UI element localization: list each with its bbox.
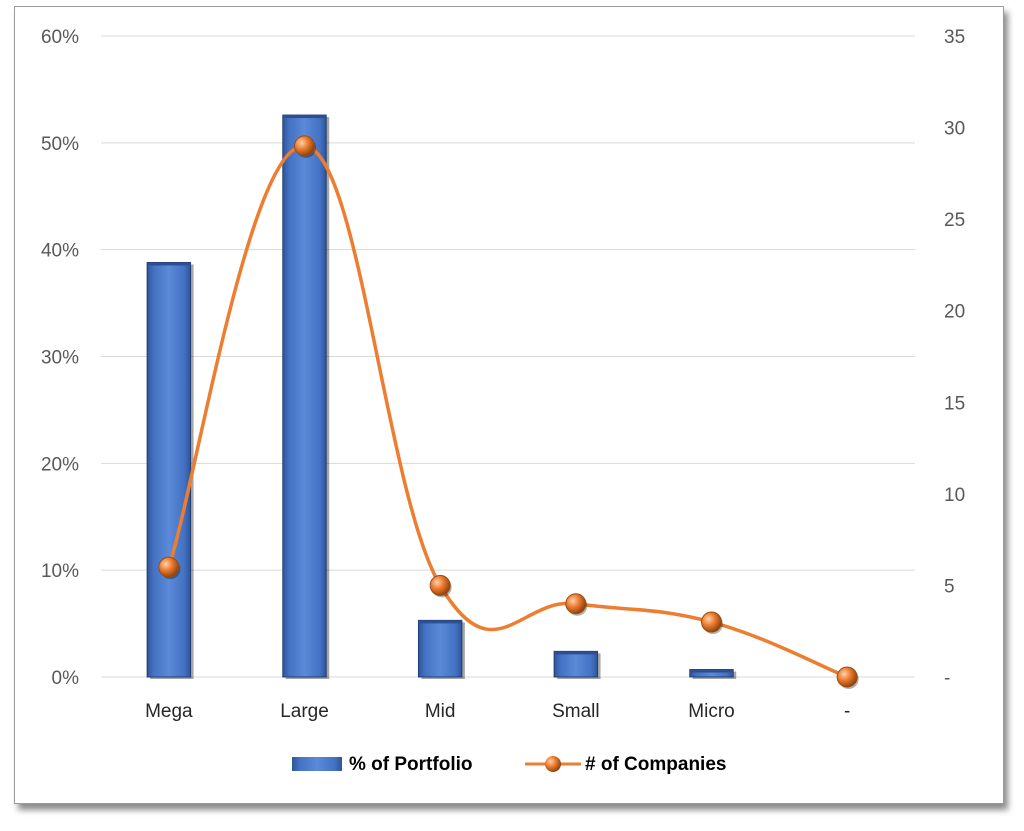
bar-top-edge	[689, 669, 734, 673]
legend-line-marker	[545, 756, 561, 772]
left-tick-label: 30%	[41, 348, 79, 369]
left-axis-ticks: 0% 10% 20% 30% 40% 50% 60%	[41, 27, 79, 689]
left-tick-label: 40%	[41, 241, 79, 262]
right-axis-ticks: - 5 10 15 20 25 30 35	[944, 27, 965, 689]
category-label: Mid	[425, 701, 456, 722]
companies-line	[167, 144, 848, 679]
legend-line-label: # of Companies	[585, 754, 726, 775]
left-tick-label: 10%	[41, 561, 79, 582]
right-tick-label: 20	[944, 302, 965, 323]
bar-top-edge	[282, 115, 327, 119]
legend-item-line: # of Companies	[525, 754, 726, 775]
bar-series	[146, 114, 737, 680]
left-tick-label: 60%	[41, 27, 79, 48]
legend-bar-label: % of Portfolio	[349, 754, 472, 775]
legend-bar-swatch	[292, 757, 342, 771]
legend: % of Portfolio # of Companies	[292, 754, 726, 775]
line-point	[158, 556, 180, 578]
left-tick-label: 20%	[41, 454, 79, 475]
bar-top-edge	[554, 651, 598, 655]
bar	[417, 619, 463, 678]
gridlines	[101, 35, 915, 678]
category-label: Large	[280, 701, 329, 722]
category-labels: Mega Large Mid Small Micro -	[145, 701, 850, 722]
bar	[146, 261, 192, 678]
line-series	[158, 135, 859, 689]
line-point	[294, 135, 315, 157]
left-tick-label: 50%	[41, 134, 79, 155]
left-tick-label: 0%	[52, 668, 80, 689]
right-tick-label: -	[944, 668, 950, 689]
right-tick-label: 35	[944, 27, 965, 48]
bar	[282, 114, 327, 678]
line-point	[565, 593, 587, 615]
category-label: Small	[552, 701, 600, 722]
right-tick-label: 15	[944, 393, 965, 414]
line-point	[836, 666, 858, 688]
right-tick-label: 10	[944, 485, 965, 506]
bar-top-edge	[147, 262, 191, 266]
line-point	[429, 574, 451, 596]
right-tick-label: 30	[944, 119, 965, 140]
category-label: Micro	[688, 701, 734, 722]
right-tick-label: 5	[944, 576, 955, 597]
category-label: -	[844, 701, 850, 722]
combo-chart: 0% 10% 20% 30% 40% 50% 60% - 5 10 15 20 25 30 35 Mega…	[41, 27, 965, 775]
right-tick-label: 25	[944, 210, 965, 231]
legend-item-bar: % of Portfolio	[292, 754, 472, 775]
bar	[553, 650, 599, 678]
category-label: Mega	[145, 701, 193, 722]
line-point	[701, 611, 722, 633]
chart-frame: 0% 10% 20% 30% 40% 50% 60% - 5 10 15 20 25 30 35 Mega…	[14, 6, 1004, 804]
bar-top-edge	[418, 620, 462, 624]
